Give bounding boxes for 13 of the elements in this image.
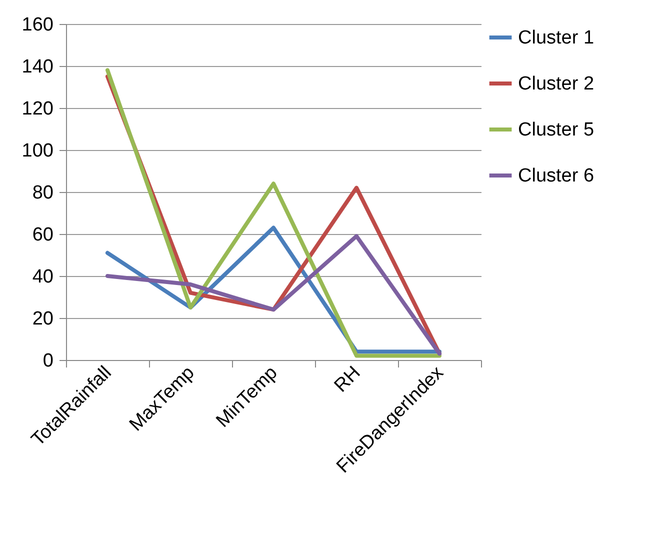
y-tick-label: 160 bbox=[22, 14, 54, 36]
legend-label: Cluster 5 bbox=[518, 120, 594, 140]
y-tick-label: 60 bbox=[32, 224, 54, 246]
legend-label: Cluster 6 bbox=[518, 166, 594, 186]
y-tick-label: 140 bbox=[22, 56, 54, 78]
y-tick-label: 0 bbox=[42, 350, 54, 372]
legend-label: Cluster 2 bbox=[518, 74, 594, 94]
y-tick-label: 80 bbox=[32, 182, 54, 204]
y-tick-label: 100 bbox=[22, 140, 54, 162]
y-tick-label: 120 bbox=[22, 98, 54, 120]
y-tick-label: 20 bbox=[32, 308, 54, 330]
y-tick-label: 40 bbox=[32, 266, 54, 288]
legend-label: Cluster 1 bbox=[518, 28, 594, 48]
